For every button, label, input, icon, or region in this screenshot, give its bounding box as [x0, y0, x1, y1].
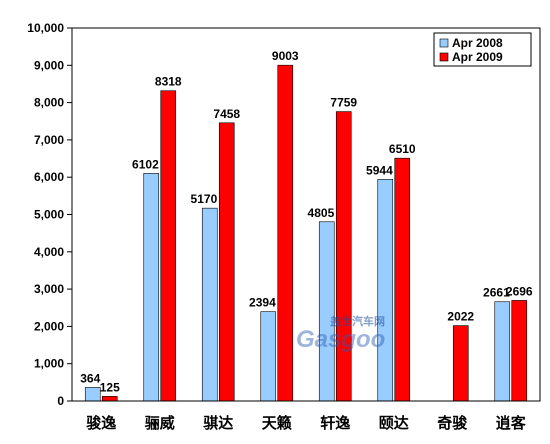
y-tick-label: 9,000: [34, 58, 64, 72]
category-label: 逍客: [496, 414, 527, 432]
bar-apr-2009: [452, 325, 469, 402]
y-tick-label: 7,000: [34, 133, 64, 147]
category-label: 骊威: [145, 414, 175, 432]
data-label-apr-2009: 2022: [447, 310, 474, 324]
gasgoo-watermark: 盖世汽车网 Gasgoo: [296, 314, 385, 353]
y-tick-label: 6,000: [34, 170, 64, 184]
bar-apr-2008: [260, 311, 277, 402]
bar-apr-2009: [160, 90, 177, 402]
data-label-apr-2009: 125: [100, 380, 120, 394]
category-label: 骐达: [203, 414, 233, 432]
data-label-apr-2008: 5944: [366, 163, 393, 177]
y-tick-label: 2,000: [34, 319, 64, 333]
data-label-apr-2008: 2661: [483, 286, 510, 300]
data-label-apr-2008: 5170: [191, 192, 218, 206]
data-label-apr-2008: 6102: [132, 157, 159, 171]
bar-apr-2009: [335, 111, 352, 402]
bar-apr-2008: [84, 387, 101, 402]
category-label: 奇骏: [437, 414, 468, 432]
y-tick-label: 4,000: [34, 245, 64, 259]
plot-area: [71, 27, 541, 402]
data-label-apr-2008: 364: [80, 371, 100, 385]
data-label-apr-2009: 9003: [272, 49, 299, 63]
bar-apr-2008: [494, 301, 511, 402]
watermark-line1: 盖世汽车网: [330, 314, 385, 328]
bar-apr-2009: [394, 157, 411, 402]
bar-apr-2009: [511, 300, 528, 402]
category-label: 颐达: [379, 414, 409, 432]
bar-apr-2008: [377, 178, 394, 402]
y-tick-label: 10,000: [27, 21, 64, 35]
y-axis-ticks: 0 1,000 2,000 3,000 4,000 5,000 6,000 7,000 8,00…: [27, 21, 72, 408]
bar-apr-2009: [277, 64, 294, 402]
legend-label: Apr 2009: [452, 50, 503, 64]
bar-apr-2008: [143, 173, 160, 402]
bar-apr-2008: [318, 221, 335, 402]
y-tick-label: 3,000: [34, 282, 64, 296]
y-tick-label: 8,000: [34, 96, 64, 110]
legend-label: Apr 2008: [452, 36, 503, 50]
y-tick-label: 5,000: [34, 208, 64, 222]
data-label-apr-2009: 7759: [330, 96, 357, 110]
data-label-apr-2009: 2696: [506, 284, 533, 298]
legend-swatch: [439, 52, 449, 62]
watermark-line2: Gasgoo: [296, 326, 385, 353]
bar-apr-2009: [101, 396, 118, 402]
data-label-apr-2009: 8318: [155, 75, 182, 89]
bars: [84, 64, 528, 402]
bar-apr-2009: [218, 122, 235, 402]
legend-box: [433, 32, 532, 67]
category-label: 天籁: [262, 414, 292, 432]
category-label: 轩逸: [320, 414, 350, 432]
data-label-apr-2009: 6510: [389, 142, 416, 156]
data-label-apr-2008: 4805: [308, 206, 335, 220]
data-label-apr-2009: 7458: [213, 107, 240, 121]
x-axis-category-labels: 骏逸 骊威 骐达 天籁 轩逸 颐达 奇骏 逍客: [86, 414, 527, 432]
legend-swatch: [439, 38, 449, 48]
category-label: 骏逸: [86, 414, 116, 432]
y-tick-label: 1,000: [34, 357, 64, 371]
y-tick-label: 0: [57, 394, 64, 408]
data-label-apr-2008: 2394: [249, 296, 276, 310]
bar-apr-2008: [201, 207, 218, 402]
